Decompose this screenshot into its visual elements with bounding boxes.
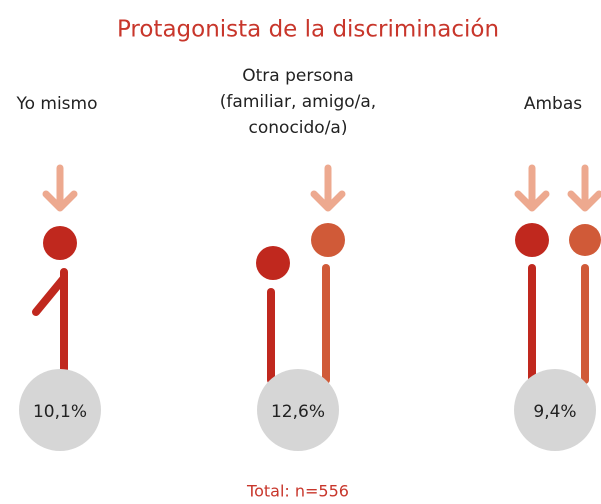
value-circle bbox=[514, 369, 596, 451]
title: Protagonista de la discriminación bbox=[117, 17, 499, 43]
value-label: 12,6% bbox=[271, 402, 325, 422]
value-circle bbox=[257, 369, 339, 451]
value-label: 9,4% bbox=[533, 402, 576, 422]
figures bbox=[32, 223, 601, 384]
group-label: Ambas bbox=[524, 94, 582, 114]
group-label: Yo mismo bbox=[15, 94, 97, 114]
footer: Total: n=556 bbox=[246, 482, 349, 501]
group-label: (familiar, amigo/a, bbox=[220, 92, 376, 112]
value-label: 10,1% bbox=[33, 402, 87, 422]
arrows bbox=[42, 164, 601, 212]
group-label: conocido/a) bbox=[249, 118, 348, 138]
value-circle bbox=[19, 369, 101, 451]
group-label: Otra persona bbox=[242, 66, 354, 86]
